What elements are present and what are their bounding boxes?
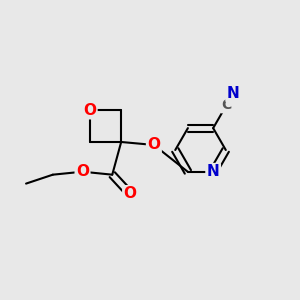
Text: N: N xyxy=(227,86,240,101)
Text: N: N xyxy=(207,164,220,179)
Text: O: O xyxy=(147,137,161,152)
Text: O: O xyxy=(83,103,96,118)
Text: O: O xyxy=(124,187,136,202)
Text: O: O xyxy=(76,164,89,179)
Text: C: C xyxy=(221,98,232,112)
